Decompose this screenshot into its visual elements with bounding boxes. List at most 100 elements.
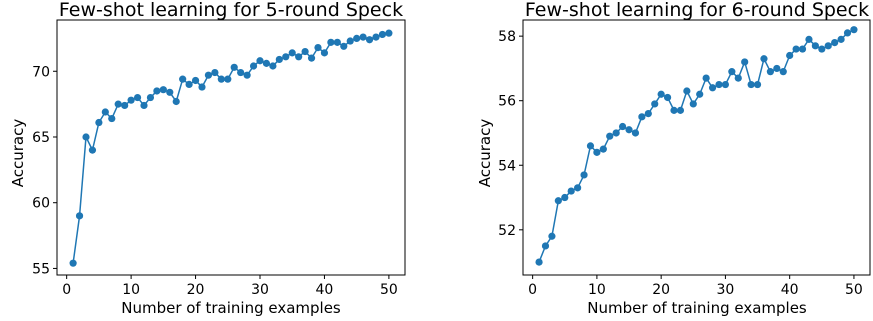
left-data-point: [320, 49, 329, 57]
right-data-point: [574, 184, 582, 192]
left-data-point: [365, 36, 374, 44]
left-y-axis-label: Accuracy: [9, 119, 27, 188]
right-x-tick-label: 20: [652, 282, 670, 298]
left-data-point: [288, 49, 296, 57]
left-data-point: [69, 259, 77, 267]
left-data-point: [133, 93, 142, 102]
right-y-tick-label: 56: [498, 94, 516, 110]
left-chart-panel: Few-shot learning for 5-round Speck Numb…: [9, 0, 406, 317]
left-data-point: [172, 97, 180, 106]
left-data-point: [204, 71, 213, 79]
left-plot-frame: [56, 19, 406, 276]
left-data-point: [262, 59, 271, 67]
left-data-point: [153, 87, 161, 95]
left-x-tick-label: 40: [316, 282, 334, 298]
left-data-point: [301, 47, 309, 56]
right-data-point: [696, 90, 704, 98]
right-data-point: [676, 106, 685, 114]
right-data-point: [741, 58, 749, 66]
right-data-point: [786, 51, 794, 60]
right-x-axis-label: Number of training examples: [587, 299, 807, 317]
left-data-point: [159, 86, 167, 94]
left-data-point: [314, 44, 322, 52]
right-data-point: [670, 106, 678, 114]
left-x-tick-label: 50: [380, 282, 398, 298]
right-data-point: [586, 142, 595, 150]
right-data-point: [567, 187, 575, 195]
right-data-point: [657, 90, 665, 98]
left-data-point: [230, 63, 238, 71]
right-x-tick-label: 0: [528, 282, 537, 298]
left-data-point: [88, 146, 97, 154]
left-data-point: [385, 29, 393, 37]
left-data-point: [127, 96, 135, 104]
left-y-tick-label: 60: [32, 196, 50, 212]
left-data-point: [146, 93, 155, 102]
right-data-point: [837, 35, 845, 43]
right-y-tick-label: 52: [498, 223, 516, 239]
right-data-point: [593, 148, 601, 156]
right-chart-title: Few-shot learning for 6-round Speck: [525, 0, 869, 21]
left-data-point: [327, 38, 335, 46]
left-data-point: [108, 114, 116, 123]
left-x-tick-label: 30: [251, 282, 269, 298]
left-data-point: [95, 118, 103, 127]
right-data-point: [773, 64, 781, 73]
right-x-tick-label: 30: [717, 282, 735, 298]
left-data-point: [243, 71, 251, 79]
left-data-point: [333, 38, 341, 46]
left-data-point: [295, 53, 303, 61]
right-data-point: [760, 55, 768, 63]
right-data-point: [715, 80, 723, 89]
right-data-point: [554, 197, 562, 205]
right-chart-panel: Few-shot learning for 6-round Speck Numb…: [476, 0, 871, 317]
left-data-point: [217, 75, 225, 83]
right-x-tick-label: 40: [781, 282, 799, 298]
right-data-point: [606, 132, 614, 140]
right-data-point: [702, 74, 710, 82]
left-data-point: [75, 212, 84, 220]
left-x-axis-label: Number of training examples: [121, 299, 341, 317]
left-chart-title: Few-shot learning for 5-round Speck: [59, 0, 403, 21]
right-data-point: [663, 93, 672, 102]
right-data-point: [721, 80, 730, 89]
left-data-point: [101, 108, 109, 116]
right-data-point: [747, 80, 755, 89]
right-y-tick-label: 54: [498, 158, 516, 174]
left-data-point: [121, 101, 129, 110]
right-data-point: [561, 193, 569, 202]
left-data-point: [340, 42, 348, 50]
right-data-point: [619, 122, 627, 131]
right-data-point: [548, 232, 556, 240]
left-y-tick-label: 55: [32, 261, 50, 277]
right-y-tick-label: 58: [498, 29, 516, 45]
left-x-tick-label: 0: [62, 282, 71, 298]
left-data-point: [237, 68, 245, 77]
right-data-point: [580, 171, 588, 179]
right-data-point: [811, 42, 819, 50]
left-data-point: [82, 133, 90, 141]
left-x-tick-label: 10: [122, 282, 140, 298]
left-data-point: [179, 75, 187, 83]
left-data-point: [211, 68, 219, 77]
left-data-point: [249, 62, 258, 70]
left-data-point: [114, 100, 122, 108]
right-data-point: [689, 100, 697, 108]
right-data-point: [818, 45, 826, 53]
right-data-point: [850, 26, 858, 34]
right-data-point: [728, 68, 736, 76]
right-data-point: [625, 126, 633, 134]
right-data-point: [651, 100, 659, 108]
left-x-tick-label: 20: [187, 282, 205, 298]
left-data-point: [359, 33, 367, 41]
left-data-point: [307, 54, 316, 62]
left-data-point: [166, 88, 174, 96]
right-plot-frame: [522, 19, 871, 276]
right-data-point: [805, 35, 813, 43]
left-data-point: [140, 101, 148, 110]
left-data-point: [256, 57, 264, 65]
right-data-point: [612, 129, 620, 137]
right-data-point: [644, 110, 652, 118]
right-data-point: [541, 242, 550, 250]
